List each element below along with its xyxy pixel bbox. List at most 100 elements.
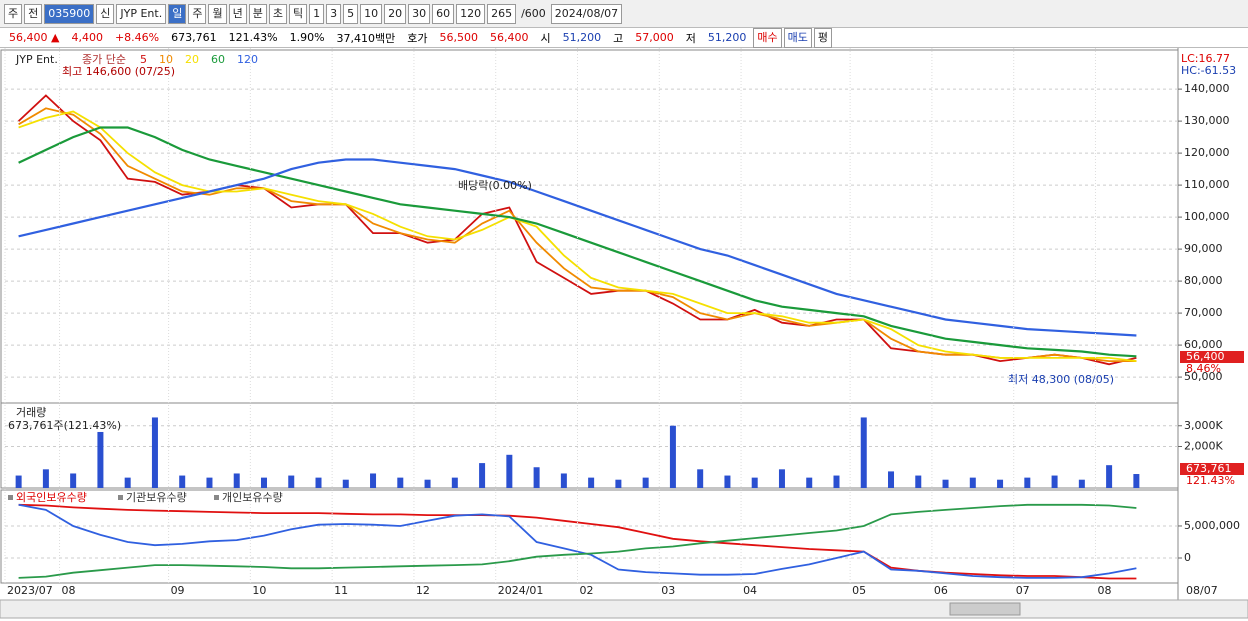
annotation: 배당락(0.00%) — [458, 179, 532, 192]
volume-bar — [370, 473, 377, 488]
x-tick-label: 08 — [1097, 584, 1111, 597]
x-tick-label: 12 — [416, 584, 430, 597]
annotation: 121.43% — [1186, 474, 1235, 487]
toolbar-item[interactable]: 120 — [456, 3, 486, 24]
toolbar-item: 37,410백만 — [336, 31, 396, 45]
volume-bar — [342, 479, 349, 488]
legend-entry: 기관보유수량 — [126, 491, 187, 504]
toolbar-item[interactable]: 3 — [326, 3, 342, 24]
toolbar-item[interactable]: 265 — [487, 3, 517, 24]
chart-area: 50,000 60,000 70,000 80,000 90,000 100,000 110… — [0, 48, 1248, 619]
y-tick-label: 3,000K — [1184, 419, 1223, 432]
y-tick-label: 60,000 — [1184, 338, 1223, 351]
toolbar-item[interactable]: 30 — [408, 3, 431, 24]
toolbar-item[interactable]: 주 — [188, 3, 207, 24]
volume-bar — [1051, 475, 1058, 488]
toolbar-item: 1.90% — [289, 31, 325, 44]
volume-bar — [915, 475, 922, 488]
toolbar-item[interactable]: 신 — [96, 3, 115, 24]
legend-entry: 60 — [211, 53, 225, 66]
toolbar-item[interactable]: 년 — [228, 3, 247, 24]
volume-bar — [1133, 474, 1140, 488]
volume-bar — [697, 469, 704, 488]
y-tick-label: 50,000 — [1184, 370, 1223, 383]
x-tick-label: 08/07 — [1186, 584, 1218, 597]
x-tick-label: 05 — [852, 584, 866, 597]
toolbar-item: 56,400 ▲ — [9, 31, 60, 44]
line-series — [18, 107, 1137, 362]
toolbar-item[interactable]: 5 — [343, 3, 359, 24]
x-tick-label: 04 — [743, 584, 757, 597]
volume-bar — [751, 477, 758, 488]
volume-bar — [451, 477, 458, 488]
volume-bar — [506, 454, 513, 488]
toolbar-item[interactable]: 전 — [24, 3, 43, 24]
annotation: LC:16.77 — [1181, 52, 1230, 65]
toolbar-item[interactable]: 035900 — [44, 3, 95, 24]
toolbar-item[interactable]: 일 — [168, 3, 187, 24]
panel-frame — [0, 49, 1179, 404]
scrollbar — [0, 599, 1248, 619]
toolbar-item: 51,200 — [707, 31, 747, 44]
y-tick-label: 70,000 — [1184, 306, 1223, 319]
volume-bar — [969, 477, 976, 488]
line-series — [18, 503, 1137, 579]
toolbar-item[interactable]: 60 — [432, 3, 455, 24]
volume-bar — [888, 471, 895, 488]
toolbar-item: 51,200 — [562, 31, 602, 44]
volume-bar — [997, 479, 1004, 488]
volume-bar — [315, 477, 322, 488]
toolbar-item[interactable]: 주 — [4, 3, 23, 24]
toolbar-item[interactable]: 초 — [268, 3, 287, 24]
scroll-thumb — [949, 602, 1021, 616]
volume-bar — [233, 473, 240, 488]
toolbar-item[interactable]: 1 — [309, 3, 325, 24]
legend-swatch — [118, 495, 123, 500]
annotation: HC:-61.53 — [1181, 64, 1236, 77]
y-tick-label: 110,000 — [1184, 178, 1230, 191]
legend-entry: 개인보유수량 — [222, 491, 283, 504]
y-tick-label: 100,000 — [1184, 210, 1230, 223]
legend-entry: 120 — [237, 53, 258, 66]
volume-bar — [1078, 479, 1085, 488]
volume-bar — [70, 473, 77, 488]
x-tick-label: 2023/07 — [7, 584, 53, 597]
toolbar-item[interactable]: 평 — [813, 27, 833, 48]
volume-bar — [424, 479, 431, 488]
toolbar-item[interactable]: 20 — [384, 3, 407, 24]
toolbar-item[interactable]: 분 — [248, 3, 267, 24]
toolbar-item: 57,000 — [635, 31, 674, 44]
y-tick-label: 120,000 — [1184, 146, 1230, 159]
toolbar-item[interactable]: 매수 — [753, 27, 782, 48]
line-series — [18, 158, 1137, 337]
toolbar-item[interactable]: 틱 — [288, 3, 308, 24]
toolbar-item: 호가 — [407, 31, 428, 45]
legend-entry: 외국인보유수량 — [16, 491, 87, 504]
annotation: 8.46% — [1186, 362, 1221, 375]
toolbar-item[interactable]: 10 — [360, 3, 383, 24]
volume-bar — [206, 477, 213, 488]
y-tick-label: 0 — [1184, 551, 1191, 564]
toolbar-item[interactable]: 2024/08/07 — [550, 3, 623, 24]
toolbar-item[interactable]: 매도 — [783, 27, 812, 48]
toolbar-item[interactable]: JYP Ent. — [116, 3, 167, 24]
volume-bar — [260, 477, 267, 488]
volume-bar — [124, 477, 131, 488]
toolbar-item: 56,400 — [490, 31, 529, 44]
volume-bar — [806, 477, 813, 488]
volume-bar — [15, 475, 22, 488]
toolbar-item[interactable]: /600 — [521, 6, 546, 20]
info-bar: 56,400 ▲ 4,400 +8.46% 673,761 121.43% 1.90% 37… — [0, 27, 1248, 48]
volume-bar — [288, 475, 295, 488]
volume-bar — [179, 475, 186, 488]
y-tick-label: 80,000 — [1184, 274, 1223, 287]
toolbar-item: 4,400 — [71, 31, 103, 44]
toolbar: 주 전 035900 신 JYP Ent. 일 주 월 년 분 초 틱 1 3 5 10 20 30 60 120 26… — [0, 0, 1248, 28]
y-tick-label: 90,000 — [1184, 242, 1223, 255]
panel-subtitle: 종가 단순 — [82, 53, 126, 66]
toolbar-item[interactable]: 월 — [208, 3, 227, 24]
volume-bar — [642, 477, 649, 488]
volume-bar — [42, 469, 49, 488]
x-tick-label: 2024/01 — [498, 584, 544, 597]
